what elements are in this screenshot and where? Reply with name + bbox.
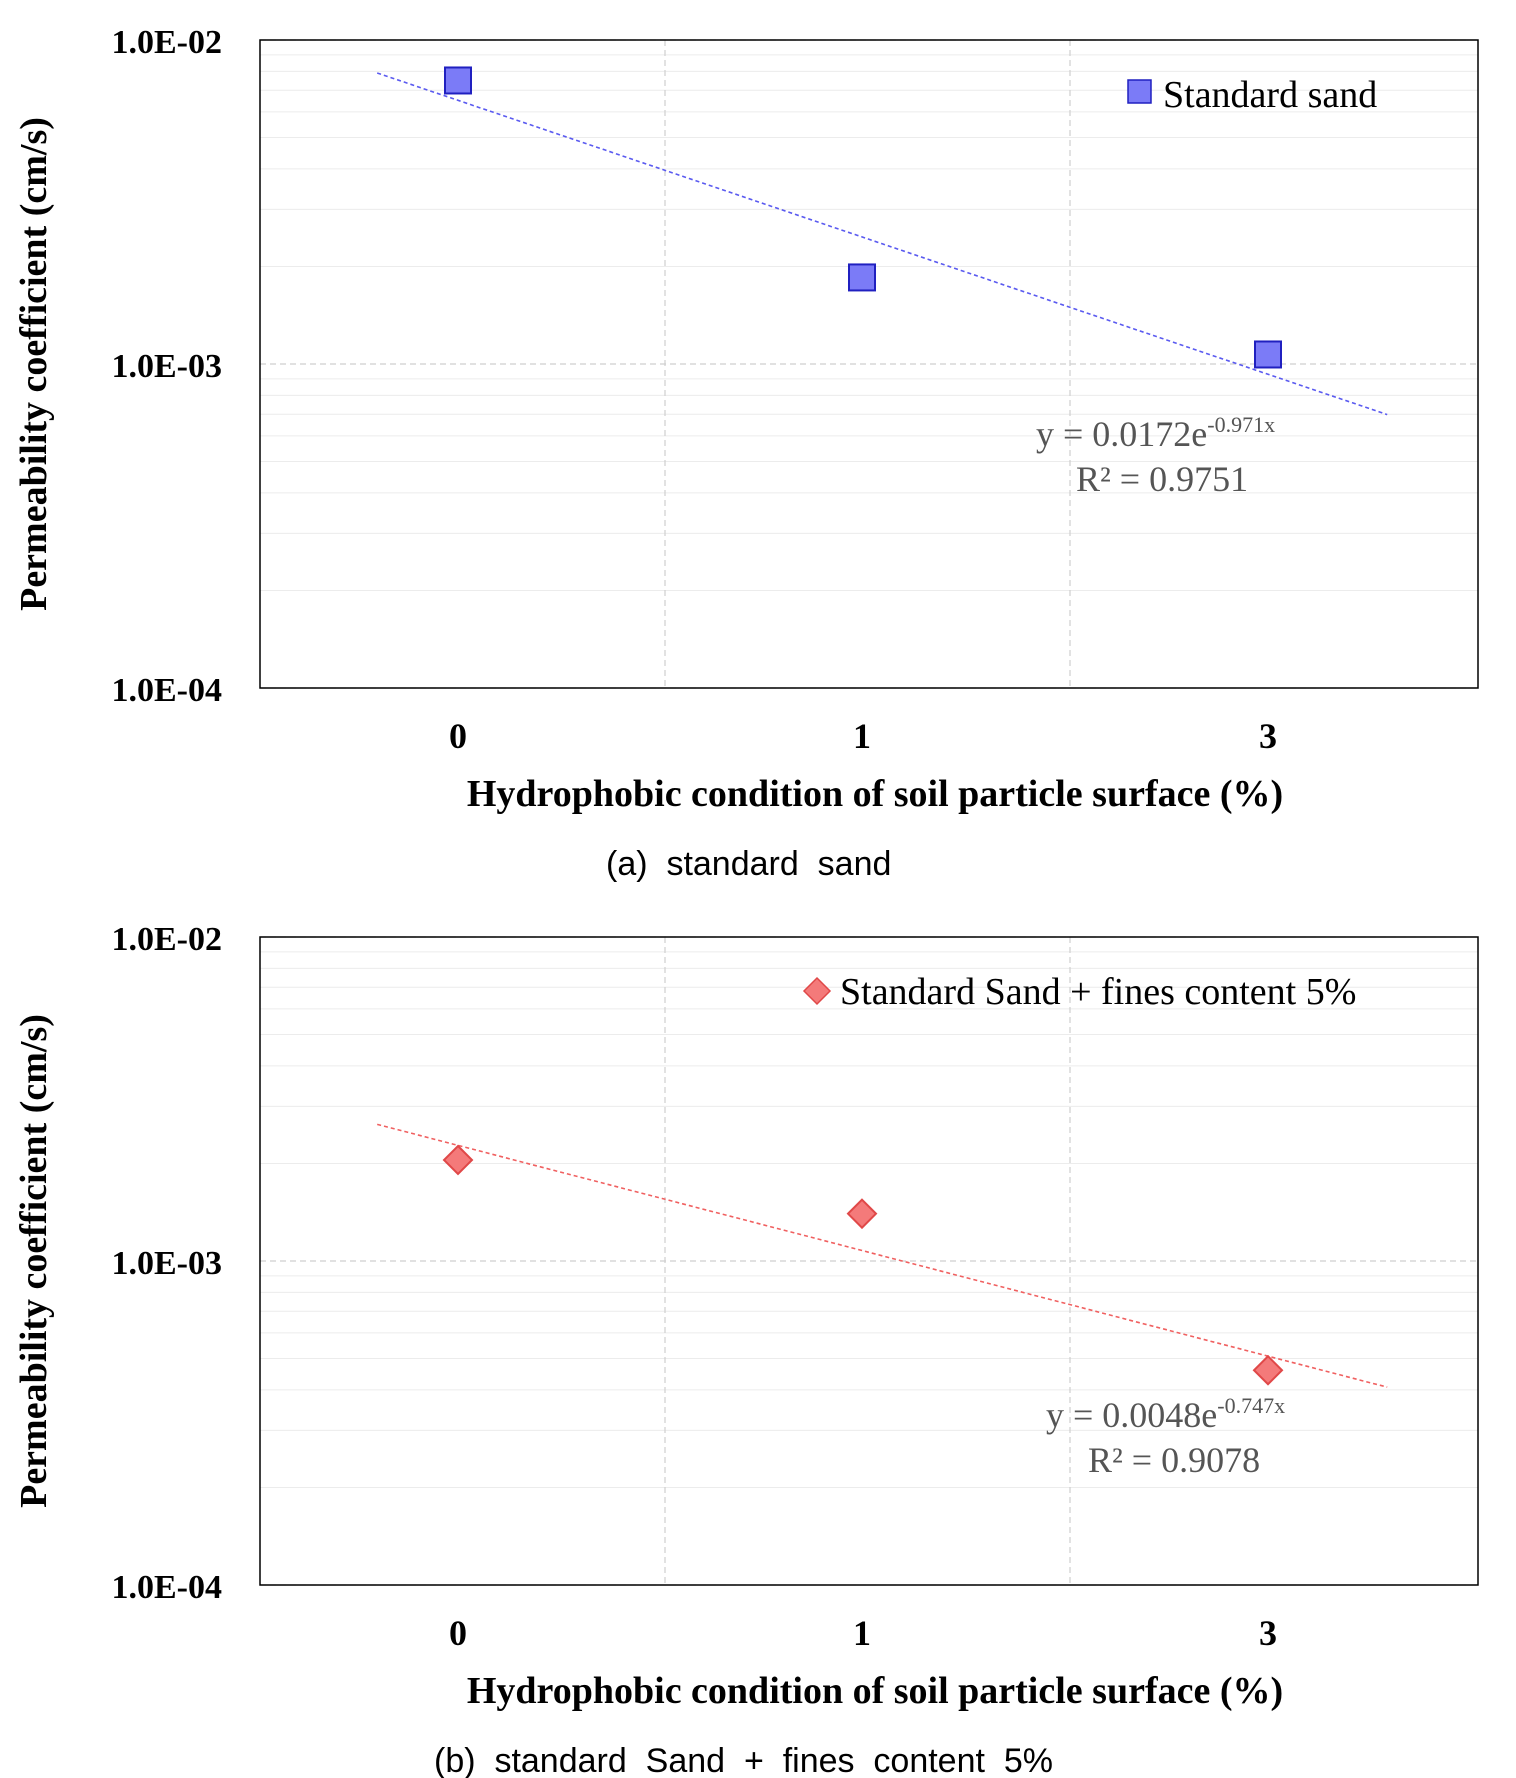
chart-b-eq-base: y = 0.0048e: [1046, 1395, 1217, 1435]
chart-b-data-point: [846, 1198, 878, 1230]
chart-b-plot-area: [259, 936, 1479, 1586]
chart-b-grid: [260, 936, 1478, 1586]
chart-b-trendline-equation: y = 0.0048e-0.747x: [1046, 1393, 1285, 1435]
chart-a-eq-base: y = 0.0172e: [1036, 414, 1207, 454]
chart-a-xtick-label: 0: [449, 716, 467, 756]
chart-b-ytick-label: 1.0E-03: [112, 1245, 223, 1282]
chart-b-data-point: [1252, 1354, 1284, 1386]
chart-b-xtick-label: 0: [449, 1613, 467, 1653]
chart-b-r-squared: R² = 0.9078: [1088, 1440, 1260, 1480]
chart-a-data-point: [848, 263, 876, 292]
chart-a-legend-marker: [1127, 79, 1152, 104]
chart-b-data-point: [442, 1144, 474, 1176]
chart-b-ytick-label: 1.0E-02: [112, 921, 223, 958]
chart-b: 1.0E-02 1.0E-03 1.0E-04 0 1 3 Hydrophobi…: [13, 921, 1479, 1778]
chart-a-trendline-group: [376, 72, 1388, 416]
chart-b-caption: (b) standard Sand + fines content 5%: [434, 1742, 1053, 1778]
chart-a-y-axis-title: Permeability coefficient (cm/s): [13, 117, 55, 611]
chart-a-plot-area: [259, 39, 1479, 689]
chart-b-eq-exponent: -0.747x: [1217, 1393, 1285, 1418]
chart-b-xtick-label: 3: [1259, 1613, 1277, 1653]
chart-a-ytick-label: 1.0E-03: [112, 348, 223, 385]
chart-b-legend-label: Standard Sand + fines content 5%: [840, 971, 1356, 1013]
chart-b-trendline-group: [377, 1123, 1388, 1388]
chart-a-caption: (a) standard sand: [606, 845, 891, 883]
chart-a-trendline-equation: y = 0.0172e-0.971x: [1036, 412, 1275, 454]
chart-a-data-point: [444, 66, 472, 95]
chart-a-x-axis-title: Hydrophobic condition of soil particle s…: [467, 773, 1283, 815]
chart-a: 1.0E-02 1.0E-03 1.0E-04 0 1 3 Hydrophobi…: [13, 24, 1479, 883]
chart-b-y-axis-title: Permeability coefficient (cm/s): [13, 1014, 55, 1508]
chart-a-trendline: [376, 72, 1388, 416]
chart-a-ytick-label: 1.0E-04: [112, 672, 223, 709]
chart-b-x-axis-title: Hydrophobic condition of soil particle s…: [467, 1670, 1283, 1712]
chart-b-ytick-label: 1.0E-04: [112, 1569, 223, 1606]
chart-a-points: [444, 66, 1282, 369]
chart-a-xtick-label: 1: [853, 716, 871, 756]
chart-a-grid: [260, 39, 1478, 689]
chart-b-legend-marker: [802, 976, 832, 1006]
chart-a-r-squared: R² = 0.9751: [1076, 459, 1248, 499]
chart-b-points: [442, 1144, 1284, 1386]
chart-a-ytick-label: 1.0E-02: [112, 24, 223, 61]
chart-b-xtick-label: 1: [853, 1613, 871, 1653]
chart-a-data-point: [1254, 340, 1282, 369]
chart-a-xtick-label: 3: [1259, 716, 1277, 756]
chart-b-trendline: [377, 1123, 1388, 1388]
chart-a-legend-label: Standard sand: [1163, 74, 1377, 116]
chart-a-eq-exponent: -0.971x: [1207, 412, 1275, 437]
